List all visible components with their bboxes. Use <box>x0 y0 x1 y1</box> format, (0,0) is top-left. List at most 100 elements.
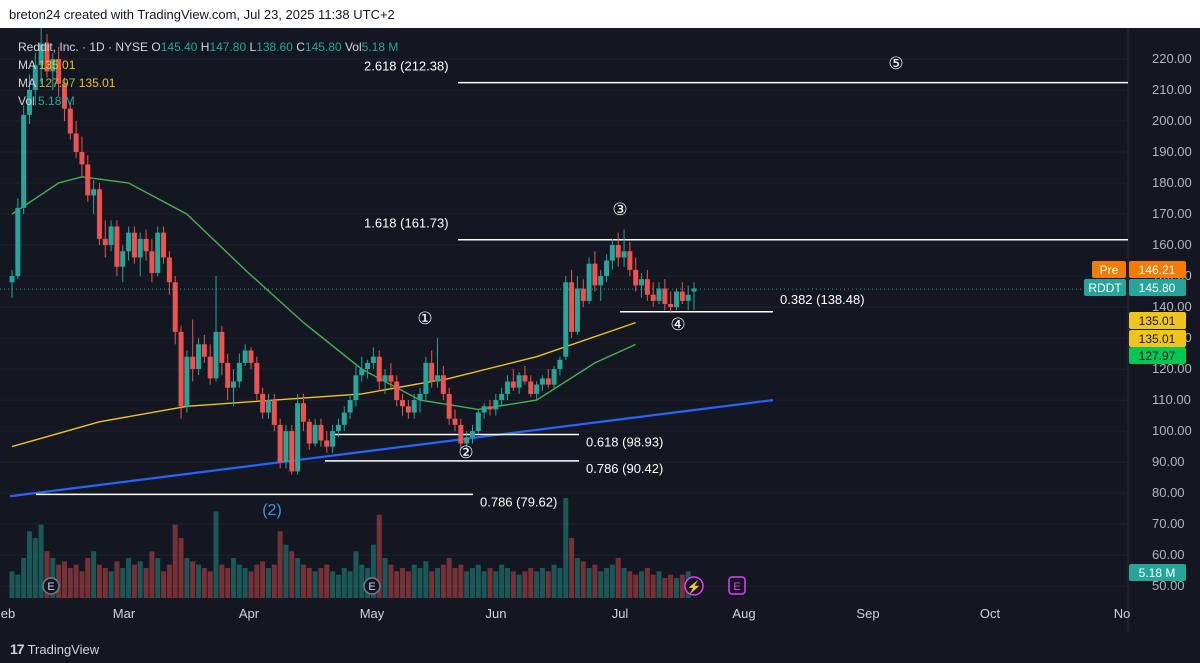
time-tick-label: Oct <box>980 606 1001 621</box>
candle-body <box>656 288 662 301</box>
volume-bar <box>586 568 592 598</box>
volume-bar <box>481 571 487 598</box>
volume-bar <box>376 514 382 598</box>
candle-body <box>557 359 563 370</box>
candle-body <box>312 424 318 444</box>
attribution-bar: breton24 created with TradingView.com, J… <box>0 0 1200 28</box>
volume-bar <box>73 564 79 598</box>
candle-body <box>341 412 347 425</box>
tradingview-logo[interactable]: 17 TradingView <box>10 641 99 657</box>
legend-ma1-row[interactable]: MA 135.01 <box>18 56 398 74</box>
volume-bar <box>196 564 202 598</box>
legend-ma2-row[interactable]: MA 127.97 135.01 <box>18 74 398 92</box>
volume-bar <box>295 558 301 598</box>
candle-body <box>178 331 184 407</box>
volume-bar <box>38 524 44 598</box>
volume-bar <box>300 564 306 598</box>
volume-bar <box>85 558 91 598</box>
wave-label: ③ <box>612 200 627 219</box>
earnings-upcoming-label: E <box>733 581 740 593</box>
wave-label-blue: (2) <box>262 502 282 519</box>
volume-bar <box>190 561 196 598</box>
candle-body <box>61 83 67 109</box>
candle-body <box>91 189 97 196</box>
volume-bar <box>61 561 67 598</box>
candle-body <box>400 400 406 407</box>
volume-bar <box>330 571 336 598</box>
volume-bar <box>9 571 15 598</box>
candle-body <box>394 381 400 401</box>
volume-bar <box>423 561 429 598</box>
volume-bar <box>155 558 161 598</box>
volume-bar <box>184 558 190 598</box>
volume-bar <box>405 571 411 598</box>
candle-body <box>38 43 44 66</box>
candle-body <box>318 424 324 441</box>
price-tick-label: 50.00 <box>1152 578 1185 593</box>
candle-body <box>131 232 137 258</box>
legend-vol-row[interactable]: Vol 5.18 M <box>18 92 398 110</box>
volume-bar <box>621 568 627 598</box>
volume-bar <box>440 564 446 598</box>
price-tick-label: 120.00 <box>1152 361 1192 376</box>
volume-bar <box>79 571 85 598</box>
candle-body <box>429 362 435 382</box>
legend-vol2-value: 5.18 M <box>38 94 75 108</box>
volume-bar <box>674 578 680 598</box>
volume-bar <box>225 568 231 598</box>
ma-fast-line <box>11 176 636 411</box>
candle-body <box>207 356 213 379</box>
chart-area[interactable]: 50.00 60.00 70.00 80.00 90.00 100.00 110.00 120… <box>0 27 1200 633</box>
volume-bar <box>359 564 365 598</box>
volume-bar <box>609 564 615 598</box>
candle-body <box>405 406 411 413</box>
price-tick-label: 160.00 <box>1152 237 1192 252</box>
candle-body <box>510 381 516 388</box>
dividend-event-icon <box>684 576 704 596</box>
volume-bar <box>382 558 388 598</box>
volume-bar <box>213 511 219 598</box>
candle-body <box>32 65 38 91</box>
price-chart[interactable]: 50.00 60.00 70.00 80.00 90.00 100.00 110.00 120… <box>0 27 1200 633</box>
price-tag-bg <box>1129 261 1186 278</box>
candle-body <box>569 282 575 332</box>
candle-body <box>21 114 27 208</box>
time-tick-label: Apr <box>239 606 260 621</box>
volume-bar <box>341 568 347 598</box>
candle-body <box>534 384 540 394</box>
candle-body <box>353 375 359 401</box>
candle-body <box>679 291 685 301</box>
candle-body <box>528 381 534 394</box>
candle-body <box>592 263 598 286</box>
volume-bar <box>137 561 143 598</box>
volume-bar <box>283 544 289 598</box>
candle-body <box>411 400 417 413</box>
legend-vol2-label: Vol <box>18 94 35 108</box>
candle-body <box>481 406 487 413</box>
price-tag-bg <box>1129 347 1186 364</box>
volume-bar <box>149 551 155 598</box>
tradingview-logo-icon: 17 <box>10 641 25 657</box>
volume-bar <box>569 538 575 598</box>
candle-body <box>85 164 91 196</box>
price-tag-value: 127.97 <box>1139 349 1176 363</box>
legend-close: 145.80 <box>304 40 342 54</box>
candle-body <box>96 189 102 239</box>
earnings-event-label: E <box>47 581 54 593</box>
candle-body <box>475 412 481 432</box>
candle-body <box>213 331 219 379</box>
candle-body <box>295 403 301 472</box>
candle-body <box>458 424 464 444</box>
price-tick-label: 180.00 <box>1152 175 1192 190</box>
candle-body <box>347 400 353 413</box>
candle-body <box>161 232 167 258</box>
candle-body <box>639 279 645 286</box>
earnings-event-icon <box>42 577 60 595</box>
volume-bar <box>452 568 458 598</box>
candle-body <box>359 369 365 376</box>
volume-bar <box>21 558 27 598</box>
volume-bar <box>563 498 569 598</box>
candle-body <box>324 440 330 447</box>
volume-bar <box>411 564 417 598</box>
candle-body <box>277 424 283 463</box>
